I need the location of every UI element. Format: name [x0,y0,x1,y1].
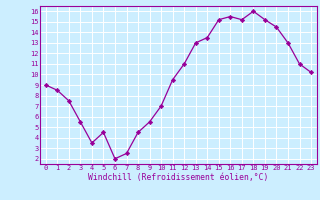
X-axis label: Windchill (Refroidissement éolien,°C): Windchill (Refroidissement éolien,°C) [88,173,268,182]
